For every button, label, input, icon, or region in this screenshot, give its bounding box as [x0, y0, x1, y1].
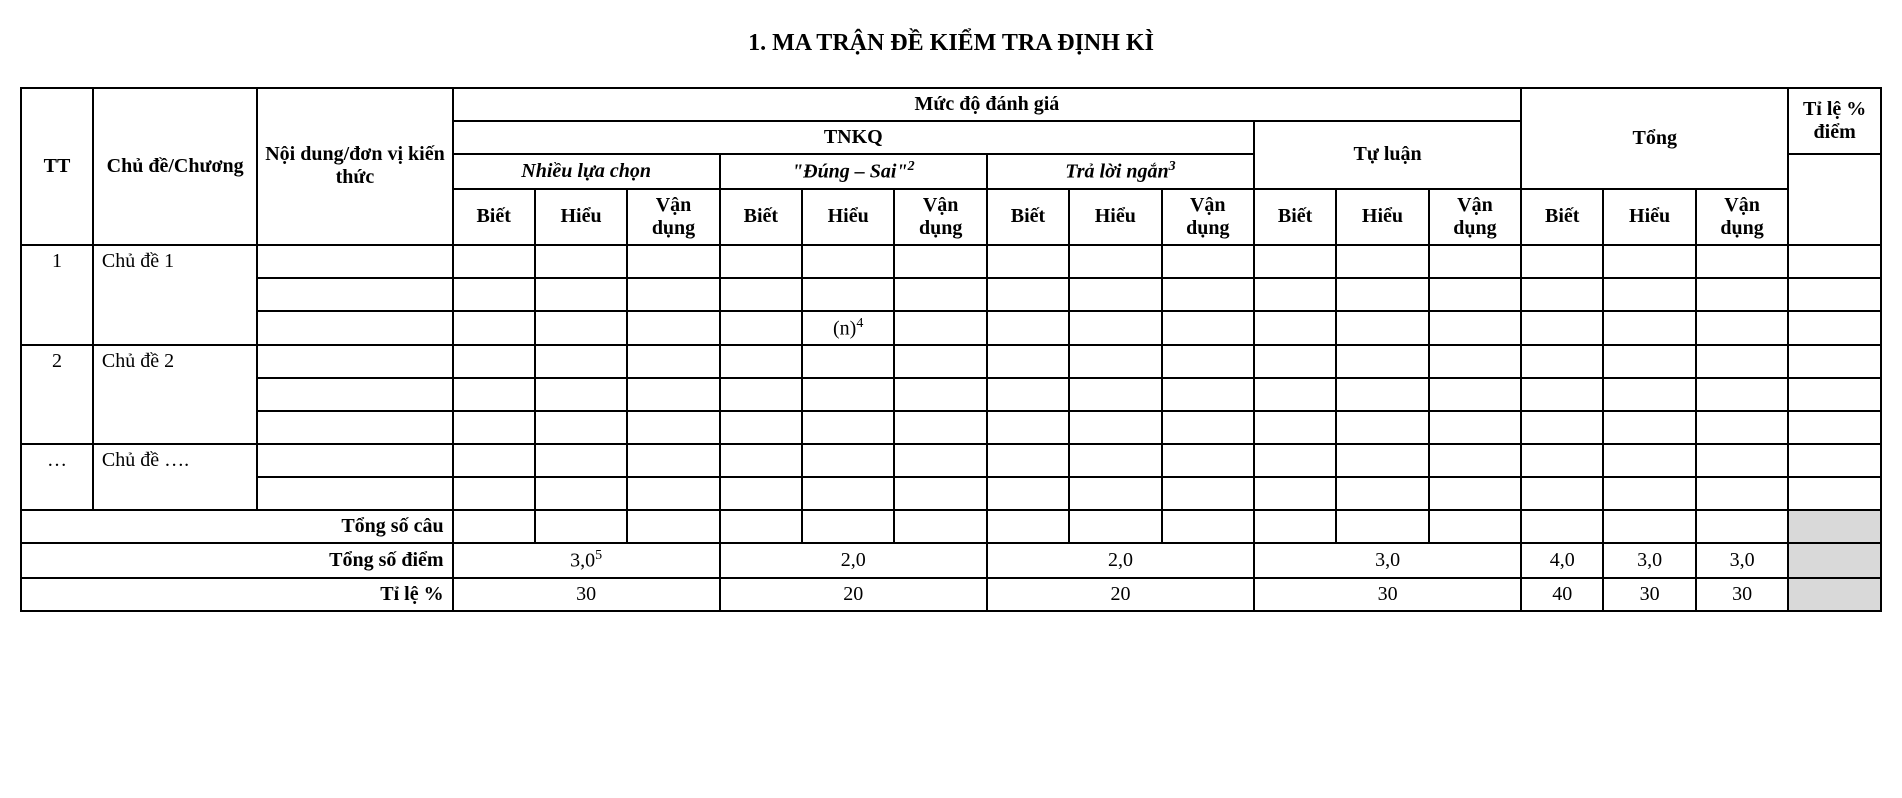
cell-diem-biet: 4,0 — [1521, 543, 1603, 578]
cell-chude: Chủ đề …. — [93, 444, 257, 510]
table-row: 1 Chủ đề 1 — [21, 245, 1881, 278]
th-hieu: Hiểu — [802, 189, 894, 245]
cell-n: (n)4 — [802, 311, 894, 346]
label-tongsodiem: Tổng số điểm — [21, 543, 453, 578]
cell-tt: 1 — [21, 245, 93, 346]
cell-pc-biet: 40 — [1521, 578, 1603, 611]
cell — [257, 245, 452, 278]
label-tile: Tỉ lệ % — [21, 578, 453, 611]
row-tile: Tỉ lệ % 30 20 20 30 40 30 30 — [21, 578, 1881, 611]
th-biet: Biết — [1254, 189, 1336, 245]
cell-diem-ds: 2,0 — [720, 543, 987, 578]
cell-tt: 2 — [21, 345, 93, 444]
th-dungsai: "Đúng – Sai"2 — [720, 154, 987, 189]
cell-diem-tln: 2,0 — [987, 543, 1254, 578]
th-hieu: Hiểu — [1069, 189, 1161, 245]
table-row: … Chủ đề …. — [21, 444, 1881, 477]
th-vandung: Vận dụng — [1162, 189, 1254, 245]
page-title: 1. MA TRẬN ĐỀ KIỂM TRA ĐỊNH KÌ — [20, 30, 1882, 57]
th-noidung: Nội dung/đơn vị kiến thức — [257, 88, 452, 245]
table-row — [21, 411, 1881, 444]
th-tilepc-cont — [1788, 154, 1881, 245]
matrix-table: TT Chủ đề/Chương Nội dung/đơn vị kiến th… — [20, 87, 1882, 612]
table-row: (n)4 — [21, 311, 1881, 346]
cell-chude: Chủ đề 1 — [93, 245, 257, 346]
label-tongsocau: Tổng số câu — [21, 510, 453, 543]
th-chude: Chủ đề/Chương — [93, 88, 257, 245]
cell-pc-vd: 30 — [1696, 578, 1788, 611]
th-biet: Biết — [987, 189, 1069, 245]
row-tongsocau: Tổng số câu — [21, 510, 1881, 543]
th-nlc: Nhiều lựa chọn — [453, 154, 720, 189]
row-tongsodiem: Tổng số điểm 3,05 2,0 2,0 3,0 4,0 3,0 3,… — [21, 543, 1881, 578]
th-vandung: Vận dụng — [1429, 189, 1521, 245]
th-biet: Biết — [453, 189, 535, 245]
table-row — [21, 477, 1881, 510]
th-tuluan: Tự luận — [1254, 121, 1521, 189]
th-hieu: Hiểu — [1603, 189, 1695, 245]
cell-pc-nlc: 30 — [453, 578, 720, 611]
th-hieu: Hiểu — [535, 189, 627, 245]
table-row — [21, 378, 1881, 411]
th-vandung: Vận dụng — [894, 189, 986, 245]
th-vandung: Vận dụng — [1696, 189, 1788, 245]
th-tong: Tổng — [1521, 88, 1788, 189]
cell-diem-tl: 3,0 — [1254, 543, 1521, 578]
cell-chude: Chủ đề 2 — [93, 345, 257, 444]
cell-tt: … — [21, 444, 93, 510]
th-tt: TT — [21, 88, 93, 245]
th-tilepc: Tỉ lệ % điểm — [1788, 88, 1881, 154]
cell-diem-vd: 3,0 — [1696, 543, 1788, 578]
cell-pc-hieu: 30 — [1603, 578, 1695, 611]
th-hieu: Hiểu — [1336, 189, 1428, 245]
table-row — [21, 278, 1881, 311]
cell-pc-tln: 20 — [987, 578, 1254, 611]
th-traloi: Trả lời ngắn3 — [987, 154, 1254, 189]
th-vandung: Vận dụng — [627, 189, 719, 245]
th-biet: Biết — [1521, 189, 1603, 245]
cell-diem-nlc: 3,05 — [453, 543, 720, 578]
cell-pc-ds: 20 — [720, 578, 987, 611]
cell-pc-tl: 30 — [1254, 578, 1521, 611]
th-biet: Biết — [720, 189, 802, 245]
cell-diem-hieu: 3,0 — [1603, 543, 1695, 578]
th-mucdo: Mức độ đánh giá — [453, 88, 1522, 121]
table-row: 2 Chủ đề 2 — [21, 345, 1881, 378]
th-tnkq: TNKQ — [453, 121, 1254, 154]
